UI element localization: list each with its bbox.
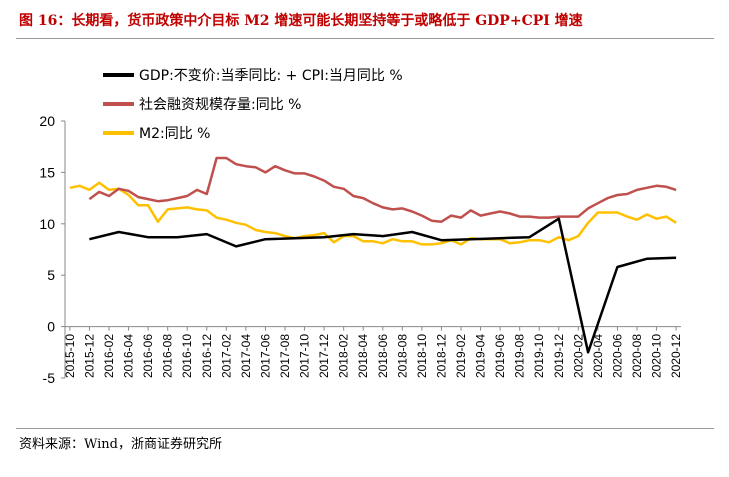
x-tick-label: 2015-12 [82,334,96,378]
series-line-1 [89,217,677,354]
bottom-rule [16,428,714,429]
y-tick-label: 20 [39,113,55,129]
x-tick-label: 2019-10 [532,334,546,378]
legend-label: GDP:不变价:当季同比: + CPI:当月同比 % [139,68,403,84]
x-tick-label: 2019-02 [454,334,468,378]
top-rule [16,38,714,39]
x-tick-label: 2019-12 [552,334,566,378]
series-line-2 [88,156,677,223]
x-tick-label: 2017-12 [317,334,331,378]
x-tick-label: 2018-10 [415,334,429,378]
y-tick-label: -5 [43,370,56,386]
series-layer [69,156,677,354]
legend-label: M2:同比 % [139,126,210,142]
x-tick-label: 2016-10 [180,334,194,378]
x-tick-label: 2017-08 [278,334,292,378]
x-tick-label: 2016-04 [122,334,136,378]
x-tick-label: 2020-06 [610,334,624,378]
x-tick-label: 2015-10 [63,334,77,378]
x-tick-label: 2018-02 [337,334,351,378]
x-tick-label: 2018-04 [356,334,370,378]
x-tick-label: 2020-10 [650,334,664,378]
y-tick-label: 5 [47,267,55,283]
x-tick-label: 2020-02 [571,334,585,378]
x-tick-label: 2019-08 [513,334,527,378]
x-tick-label: 2017-06 [258,334,272,378]
y-axis: -5 0 5 10 15 20 [39,113,66,386]
x-tick-label: 2020-04 [591,334,605,378]
series-line-3 [69,181,677,246]
legend-label: 社会融资规模存量:同比 % [139,97,301,113]
legend: GDP:不变价:当季同比: + CPI:当月同比 % 社会融资规模存量:同比 % M… [103,68,403,142]
figure-title: 图 16：长期看，货币政策中介目标 M2 增速可能长期坚持等于或略低于 GDP+… [19,13,583,29]
x-tick-label: 2019-04 [474,334,488,378]
x-tick-label: 2020-12 [669,334,683,378]
x-tick-label: 2017-02 [219,334,233,378]
x-tick-label: 2016-02 [102,334,116,378]
y-tick-label: 15 [39,164,55,180]
x-tick-label: 2016-12 [200,334,214,378]
source-note: 资料来源：Wind，浙商证券研究所 [19,437,222,452]
x-axis: 2015-10 2015-12 2016-02 2016-04 2016-06 2016-… [63,326,683,378]
y-tick-label: 0 [47,319,55,335]
x-tick-label: 2018-12 [434,334,448,378]
y-tick-label: 10 [39,216,55,232]
x-tick-label: 2018-06 [376,334,390,378]
x-tick-label: 2016-06 [141,334,155,378]
x-tick-label: 2020-08 [630,334,644,378]
x-tick-label: 2017-10 [298,334,312,378]
x-tick-label: 2019-06 [493,334,507,378]
x-tick-label: 2018-08 [395,334,409,378]
x-tick-label: 2016-08 [161,334,175,378]
x-tick-label: 2017-04 [239,334,253,378]
